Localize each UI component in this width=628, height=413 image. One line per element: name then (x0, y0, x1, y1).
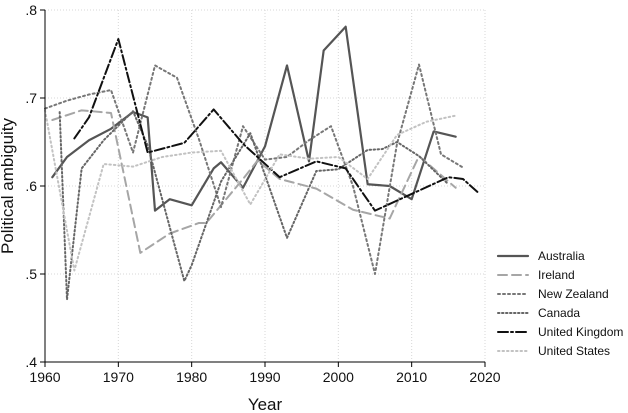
tick-labels: 1960 1970 1980 1990 2000 2010 2020 .4 .5 .6 .7 .8 (25, 2, 500, 385)
x-tick-label: 1960 (29, 369, 60, 385)
legend-label-new-zealand: New Zealand (538, 287, 609, 301)
y-tick-label: .5 (25, 266, 37, 282)
y-tick-label: .8 (25, 2, 37, 18)
legend-label-australia: Australia (538, 249, 585, 263)
legend-label-united-kingdom: United Kingdom (538, 325, 623, 339)
y-tick-label: .4 (25, 354, 37, 370)
x-axis-title: Year (248, 395, 283, 413)
x-tick-label: 1980 (176, 369, 207, 385)
series-line-united-kingdom (73, 38, 479, 212)
y-axis-title: Political ambiguity (0, 117, 17, 254)
legend-label-canada: Canada (538, 306, 580, 320)
axes (40, 9, 486, 367)
series-line-canada (58, 110, 450, 301)
x-tick-label: 2010 (396, 369, 427, 385)
y-tick-label: .6 (25, 178, 37, 194)
legend: Australia Ireland New Zealand Canada United … (496, 249, 623, 358)
series-line-ireland (51, 109, 457, 254)
series-lines (44, 25, 479, 301)
x-tick-label: 1970 (103, 369, 134, 385)
series-line-united-states (44, 109, 457, 272)
x-tick-label: 2000 (323, 369, 354, 385)
legend-label-ireland: Ireland (538, 268, 575, 282)
x-tick-label: 1990 (249, 369, 280, 385)
x-tick-label: 2020 (469, 369, 500, 385)
y-tick-label: .7 (25, 90, 37, 106)
legend-label-united-states: United States (538, 344, 610, 358)
